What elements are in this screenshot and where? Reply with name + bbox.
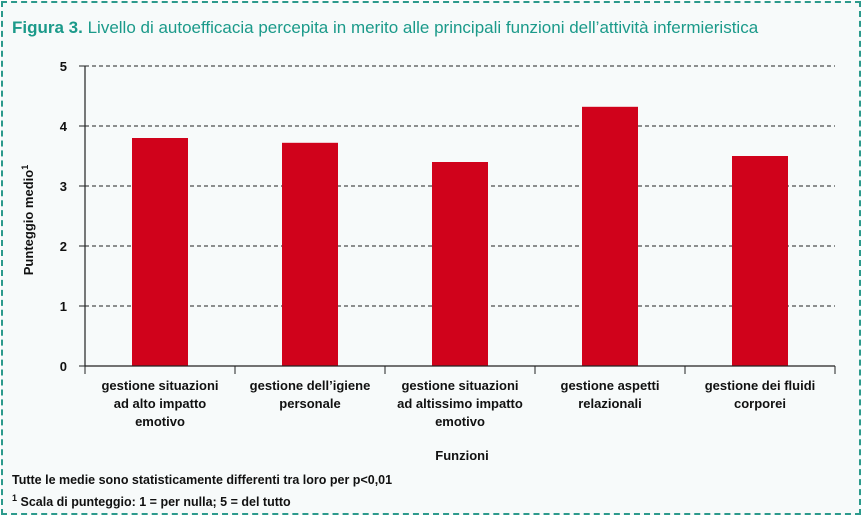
x-category-label-line: personale: [279, 396, 340, 411]
bar: [582, 106, 638, 367]
x-category-label-line: gestione dell’igiene: [250, 378, 371, 393]
x-category-label-line: emotivo: [435, 414, 485, 429]
x-category-label-line: gestione situazioni: [101, 378, 218, 393]
y-tick-label: 4: [60, 119, 68, 134]
x-category-label-line: gestione aspetti: [561, 378, 660, 393]
x-category-label: gestione dei fluidi corporei: [705, 378, 816, 411]
x-category-label-line: ad alto impatto: [114, 396, 207, 411]
figure-label: Figura 3.: [12, 18, 83, 37]
x-category-label: gestione aspetti relazionali: [561, 378, 660, 411]
bar: [432, 162, 488, 366]
x-category-label-line: corporei: [734, 396, 786, 411]
x-category-label: gestione situazioni ad alto impatto emotiv…: [101, 378, 218, 429]
y-axis-title-sup: 1: [20, 165, 30, 170]
bar: [282, 142, 338, 366]
x-category-label-line: gestione dei fluidi: [705, 378, 816, 393]
bar: [132, 138, 188, 366]
x-axis-title: Funzioni: [435, 448, 488, 463]
axis-labels: 0 1 2 3 4 5 gestione situazioni ad alto impatto…: [60, 59, 815, 429]
footnote-significance: Tutte le medie sono statisticamente diff…: [12, 473, 393, 487]
x-category-label-line: gestione situazioni: [401, 378, 518, 393]
axes: [79, 65, 836, 374]
x-category-label: gestione dell’igiene personale: [250, 378, 371, 411]
figure-title: Figura 3. Livello di autoefficacia perce…: [12, 18, 758, 38]
x-category-label-line: emotivo: [135, 414, 185, 429]
y-tick-label: 5: [60, 59, 67, 74]
x-category-label-line: relazionali: [578, 396, 642, 411]
x-category-label-line: ad altissimo impatto: [397, 396, 523, 411]
footnote-sup: 1: [12, 493, 18, 503]
footnote-scale-text: Scala di punteggio: 1 = per nulla; 5 = d…: [20, 495, 291, 510]
y-tick-label: 1: [60, 299, 67, 314]
y-tick-label: 2: [60, 239, 67, 254]
bar: [732, 156, 788, 366]
y-tick-label: 0: [60, 359, 67, 374]
x-category-label: gestione situazioni ad altissimo impatto e…: [397, 378, 523, 429]
y-axis-title: Punteggio medio1: [20, 165, 36, 275]
y-axis-title-text: Punteggio medio: [21, 170, 36, 276]
bars: [132, 106, 788, 367]
figure-title-text: Livello di autoefficacia percepita in me…: [87, 18, 759, 37]
footnote-scale: 1 Scala di punteggio: 1 = per nulla; 5 =…: [12, 493, 291, 509]
y-tick-label: 3: [60, 179, 67, 194]
